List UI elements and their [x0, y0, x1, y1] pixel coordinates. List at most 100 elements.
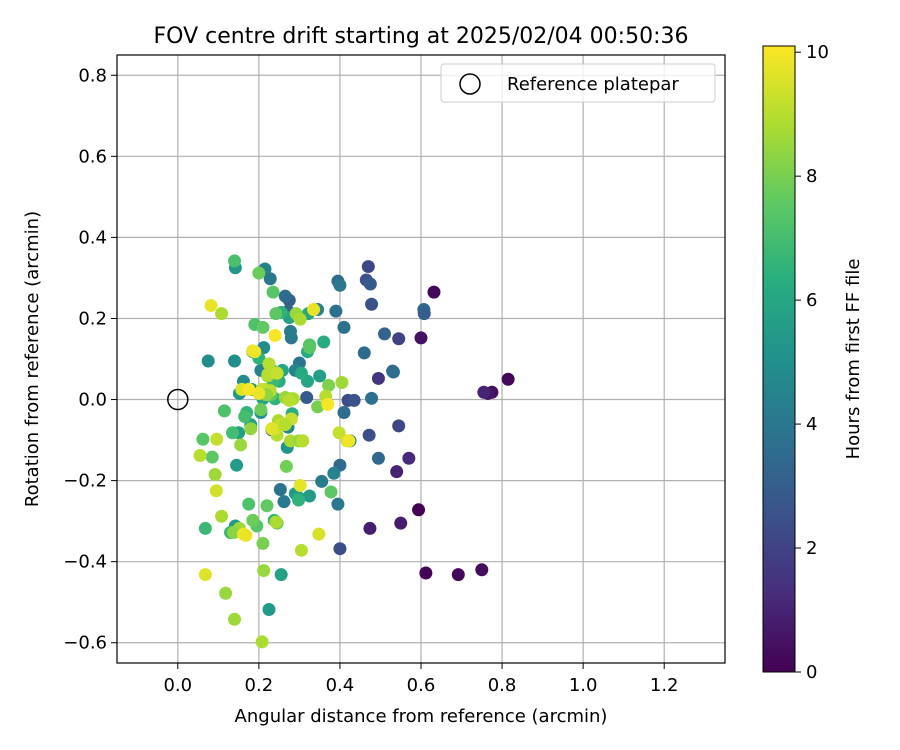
data-point	[296, 434, 310, 448]
data-point	[362, 428, 376, 442]
data-point	[282, 393, 296, 407]
x-axis-label: Angular distance from reference (arcmin)	[235, 706, 608, 727]
data-point	[217, 404, 231, 418]
data-point	[265, 422, 279, 436]
data-point	[392, 419, 406, 433]
colorbar	[762, 45, 796, 673]
data-point	[242, 497, 256, 511]
data-point	[255, 635, 269, 649]
x-tick-label: 1.0	[569, 675, 598, 696]
y-tick-label: −0.4	[63, 552, 107, 573]
data-point	[268, 328, 282, 342]
data-point	[198, 568, 212, 582]
data-point	[427, 285, 441, 299]
x-axis-ticks: 0.0 0.2 0.4 0.6 0.8 1.0 1.2	[163, 663, 679, 696]
chart-title: FOV centre drift starting at 2025/02/04 …	[154, 24, 689, 49]
x-tick-label: 0.2	[245, 675, 274, 696]
data-point	[262, 357, 276, 371]
data-point	[371, 371, 385, 385]
y-tick-label: 0.8	[78, 65, 107, 86]
x-tick-label: 0.0	[163, 675, 192, 696]
colorbar-ticks: 0 2 4 6 8 10	[795, 42, 829, 683]
legend-box	[440, 63, 716, 103]
data-point	[252, 386, 266, 400]
data-point	[293, 478, 307, 492]
data-point	[256, 320, 270, 334]
data-point	[332, 426, 346, 440]
data-point	[238, 410, 252, 424]
data-point	[394, 516, 408, 530]
data-point	[342, 434, 356, 448]
data-point	[378, 327, 392, 341]
data-point	[311, 400, 325, 414]
data-point	[198, 521, 212, 535]
x-tick-label: 0.4	[326, 675, 355, 696]
data-point	[196, 432, 210, 446]
data-point	[324, 485, 338, 499]
colorbar-tick-label: 6	[806, 290, 817, 311]
data-point	[347, 393, 361, 407]
y-tick-label: 0.0	[78, 390, 107, 411]
colorbar-tick-label: 4	[806, 414, 817, 435]
data-point	[392, 332, 406, 346]
data-point	[228, 354, 242, 368]
data-point	[256, 536, 270, 550]
data-point	[363, 521, 377, 535]
data-point	[313, 369, 327, 383]
data-point	[322, 378, 336, 392]
reference-point-marker	[167, 388, 189, 411]
data-point	[365, 391, 379, 405]
data-point	[365, 297, 379, 311]
legend-label-reference: Reference platepar	[507, 74, 679, 95]
data-point	[246, 513, 260, 527]
y-tick-label: −0.2	[63, 471, 107, 492]
data-point	[477, 385, 491, 399]
data-point	[226, 426, 240, 440]
data-point	[501, 372, 515, 386]
data-point	[321, 397, 335, 411]
data-point	[303, 489, 317, 503]
data-point	[205, 450, 219, 464]
data-point	[292, 493, 306, 507]
data-point	[204, 298, 218, 312]
data-point	[277, 495, 291, 509]
data-point	[215, 307, 229, 321]
data-point	[414, 331, 428, 345]
legend: Reference platepar	[440, 63, 716, 103]
data-point	[294, 543, 308, 557]
data-point	[363, 277, 377, 291]
data-point	[260, 499, 274, 513]
data-point	[451, 568, 465, 582]
data-point	[215, 509, 229, 523]
data-point	[269, 307, 283, 321]
data-point	[230, 458, 244, 472]
x-tick-label: 0.6	[407, 675, 436, 696]
data-point	[333, 278, 347, 292]
data-point	[279, 459, 293, 473]
data-point	[274, 568, 288, 582]
data-point	[228, 612, 242, 626]
y-tick-label: 0.6	[78, 146, 107, 167]
data-point	[262, 602, 276, 616]
data-point	[412, 503, 426, 517]
data-point	[307, 303, 321, 317]
data-point	[209, 484, 223, 498]
data-point	[329, 304, 343, 318]
data-point	[303, 341, 317, 355]
data-point	[273, 483, 287, 497]
data-point	[331, 497, 345, 511]
data-point	[252, 266, 266, 280]
data-point	[386, 365, 400, 379]
data-point	[283, 324, 297, 338]
data-points	[193, 254, 515, 649]
data-point	[266, 285, 280, 299]
data-point	[335, 376, 349, 390]
data-point	[419, 566, 433, 580]
data-point	[257, 564, 271, 578]
data-point	[337, 406, 351, 420]
legend-marker-reference	[459, 73, 481, 95]
data-point	[254, 403, 268, 417]
data-point	[270, 366, 284, 380]
y-tick-label: −0.6	[63, 633, 107, 654]
